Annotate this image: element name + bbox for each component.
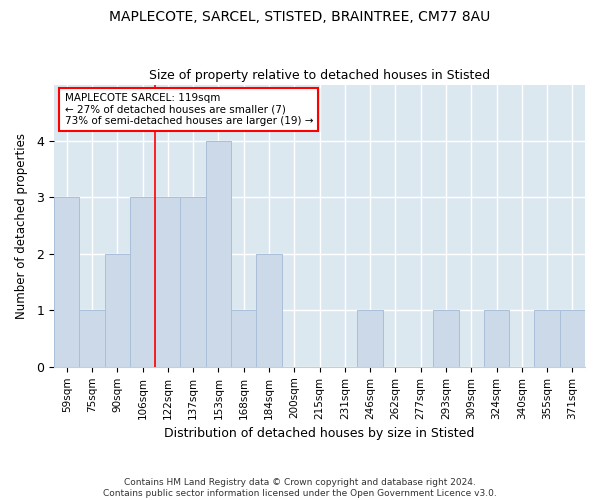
Bar	[256, 254, 281, 367]
Bar	[433, 310, 458, 367]
Y-axis label: Number of detached properties: Number of detached properties	[15, 132, 28, 318]
Bar	[54, 198, 79, 367]
Text: Contains HM Land Registry data © Crown copyright and database right 2024.
Contai: Contains HM Land Registry data © Crown c…	[103, 478, 497, 498]
Bar	[484, 310, 509, 367]
X-axis label: Distribution of detached houses by size in Stisted: Distribution of detached houses by size …	[164, 427, 475, 440]
Bar	[358, 310, 383, 367]
Bar	[155, 198, 181, 367]
Bar	[130, 198, 155, 367]
Bar	[231, 310, 256, 367]
Bar	[104, 254, 130, 367]
Text: MAPLECOTE, SARCEL, STISTED, BRAINTREE, CM77 8AU: MAPLECOTE, SARCEL, STISTED, BRAINTREE, C…	[109, 10, 491, 24]
Title: Size of property relative to detached houses in Stisted: Size of property relative to detached ho…	[149, 69, 490, 82]
Bar	[535, 310, 560, 367]
Bar	[560, 310, 585, 367]
Bar	[79, 310, 104, 367]
Bar	[206, 141, 231, 367]
Text: MAPLECOTE SARCEL: 119sqm
← 27% of detached houses are smaller (7)
73% of semi-de: MAPLECOTE SARCEL: 119sqm ← 27% of detach…	[65, 93, 313, 126]
Bar	[181, 198, 206, 367]
